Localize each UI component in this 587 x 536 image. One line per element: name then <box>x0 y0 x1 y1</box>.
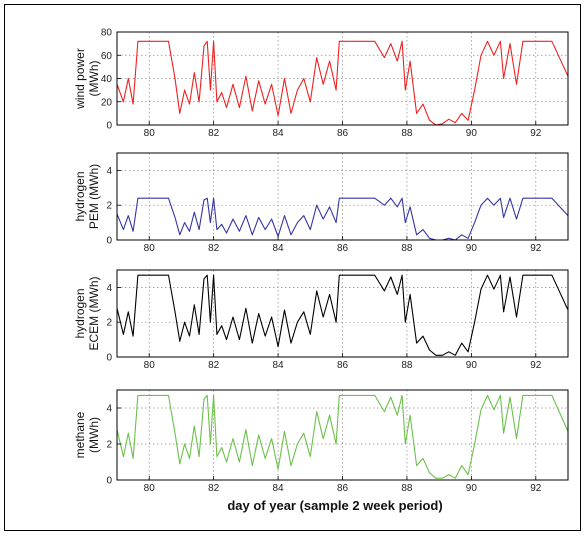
x-tick-label: 92 <box>530 360 542 371</box>
x-tick-label: 90 <box>466 243 478 254</box>
y-tick-label: 4 <box>106 404 112 415</box>
x-tick-label: 90 <box>466 360 478 371</box>
x-tick-label: 80 <box>144 483 156 494</box>
y-tick-label: 0 <box>106 353 112 364</box>
x-tick-label: 88 <box>401 483 413 494</box>
x-tick-label: 86 <box>337 483 349 494</box>
x-tick-label: 82 <box>208 360 220 371</box>
panel-4: 80 82 84 86 88 90 92 0 2 4 methane(MWh) <box>73 389 569 494</box>
x-tick-label: 84 <box>273 360 285 371</box>
figure-frame <box>4 4 581 531</box>
y-tick-label: 0 <box>106 236 112 247</box>
series-line <box>116 394 569 479</box>
x-tick-label: 84 <box>273 243 285 254</box>
x-tick-label: 88 <box>401 360 413 371</box>
series-line <box>116 40 569 126</box>
y-axis-label: methane(MWh) <box>73 411 101 458</box>
x-tick-label: 92 <box>530 483 542 494</box>
series-line <box>116 274 569 356</box>
x-tick-label: 86 <box>337 360 349 371</box>
x-tick-label: 84 <box>273 128 285 139</box>
x-tick-label: 90 <box>466 483 478 494</box>
y-axis-label: wind power(MWh) <box>73 48 101 110</box>
y-tick-label: 2 <box>106 318 112 329</box>
y-tick-label: 60 <box>101 51 113 62</box>
x-tick-label: 80 <box>144 243 156 254</box>
y-tick-label: 20 <box>101 97 113 108</box>
y-tick-label: 80 <box>101 28 113 39</box>
x-tick-label: 86 <box>337 128 349 139</box>
y-tick-label: 0 <box>106 121 112 132</box>
y-tick-label: 0 <box>106 476 112 487</box>
panel-3: 80 82 84 86 88 90 92 0 2 4 hydrogenECEM (MWh) <box>73 269 569 371</box>
x-tick-label: 92 <box>530 243 542 254</box>
y-tick-label: 2 <box>106 201 112 212</box>
y-tick-label: 2 <box>106 440 112 451</box>
x-tick-label: 86 <box>337 243 349 254</box>
y-tick-label: 40 <box>101 74 113 85</box>
y-axis-label: hydrogenECEM (MWh) <box>73 277 101 351</box>
x-tick-label: 84 <box>273 483 285 494</box>
x-tick-label: 80 <box>144 360 156 371</box>
panel-2: 80 82 84 86 88 90 92 0 2 4 hydrogenPEM (MWh) <box>73 152 569 254</box>
y-tick-label: 4 <box>106 166 112 177</box>
x-axis-label: day of year (sample 2 week period) <box>227 498 442 513</box>
x-tick-label: 90 <box>466 128 478 139</box>
x-tick-label: 80 <box>144 128 156 139</box>
y-axis-label: hydrogenPEM (MWh) <box>73 164 101 229</box>
x-tick-label: 88 <box>401 128 413 139</box>
x-tick-label: 82 <box>208 483 220 494</box>
x-tick-label: 88 <box>401 243 413 254</box>
x-tick-label: 82 <box>208 243 220 254</box>
x-tick-label: 92 <box>530 128 542 139</box>
series-line <box>116 197 569 241</box>
x-tick-label: 82 <box>208 128 220 139</box>
y-tick-label: 4 <box>106 283 112 294</box>
